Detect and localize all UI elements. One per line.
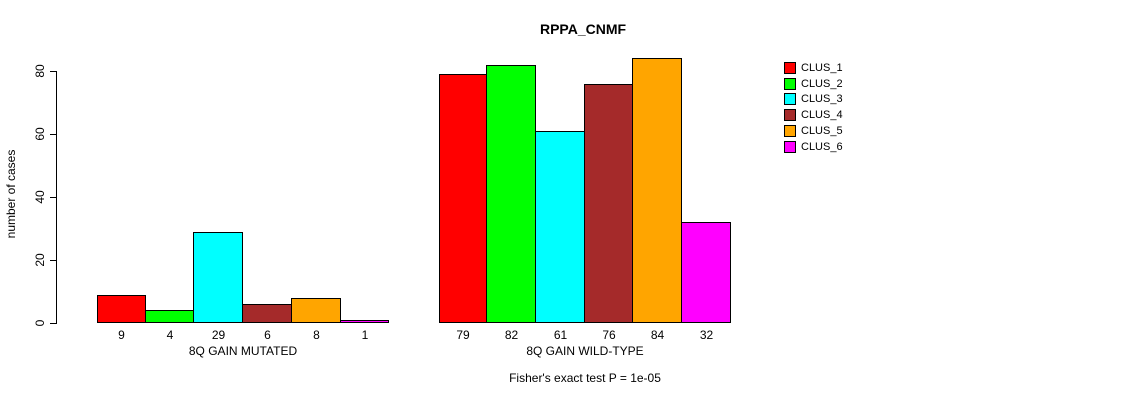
legend-swatch: [784, 140, 796, 153]
bar-clus_5: [632, 58, 682, 323]
legend-swatch: [784, 93, 796, 106]
bar-clus_4: [242, 304, 292, 323]
legend-swatch: [784, 109, 796, 122]
bar-clus_6: [681, 222, 731, 323]
y-tick-mark: [50, 323, 57, 324]
bar-clus_3: [193, 232, 243, 323]
legend-item: CLUS_1: [784, 60, 843, 76]
bar-clus_4: [584, 84, 633, 323]
y-tick-label: 20: [33, 253, 47, 267]
y-tick-mark: [50, 197, 57, 198]
bar-value-label: 9: [118, 328, 125, 342]
y-tick-label: 40: [33, 190, 47, 204]
bar-value-label: 79: [456, 328, 470, 342]
y-tick-mark: [50, 134, 57, 135]
bar-clus_1: [439, 74, 487, 323]
legend-label: CLUS_5: [801, 125, 843, 138]
y-tick-label: 60: [33, 127, 47, 141]
legend-label: CLUS_2: [801, 77, 843, 90]
group-label-mutated: 8Q GAIN MUTATED: [188, 344, 298, 358]
bar-clus_5: [291, 298, 341, 323]
bar-value-label: 76: [602, 328, 616, 342]
bar-clus_6: [340, 320, 389, 323]
legend-item: CLUS_3: [784, 92, 843, 108]
bar-value-label: 8: [313, 328, 320, 342]
bar-clus_1: [97, 295, 146, 323]
legend-label: CLUS_1: [801, 61, 843, 74]
y-tick-mark: [50, 71, 57, 72]
bar-clus_2: [486, 65, 536, 323]
group-label-wildtype: 8Q GAIN WILD-TYPE: [526, 344, 644, 358]
bar-clus_2: [145, 310, 194, 323]
legend-swatch: [784, 125, 796, 138]
y-axis-label: number of cases: [4, 149, 18, 239]
bar-clus_3: [535, 131, 585, 323]
legend-item: CLUS_2: [784, 76, 843, 92]
bar-value-label: 84: [650, 328, 665, 342]
chart-title: RPPA_CNMF: [539, 21, 627, 37]
bar-value-label: 4: [166, 328, 174, 342]
legend-label: CLUS_6: [801, 140, 843, 153]
bar-value-label: 82: [504, 328, 519, 342]
bar-value-label: 32: [699, 328, 714, 342]
y-tick-label: 0: [33, 319, 47, 327]
legend-label: CLUS_4: [801, 109, 843, 122]
legend-item: CLUS_5: [784, 123, 843, 139]
y-tick-mark: [50, 260, 57, 261]
bar-value-label: 1: [361, 328, 369, 342]
legend-swatch: [784, 77, 796, 90]
legend-label: CLUS_3: [801, 93, 843, 106]
bar-value-label: 29: [211, 328, 226, 342]
legend-item: CLUS_6: [784, 139, 843, 155]
bar-value-label: 6: [264, 328, 271, 342]
legend-swatch: [784, 61, 796, 74]
legend-item: CLUS_4: [784, 107, 843, 123]
bar-value-label: 61: [553, 328, 568, 342]
legend: CLUS_1 CLUS_2 CLUS_3 CLUS_4 CLUS_5 CLUS_6: [784, 60, 843, 155]
fisher-test-footnote: Fisher's exact test P = 1e-05: [509, 371, 661, 385]
y-tick-label: 80: [33, 64, 47, 78]
